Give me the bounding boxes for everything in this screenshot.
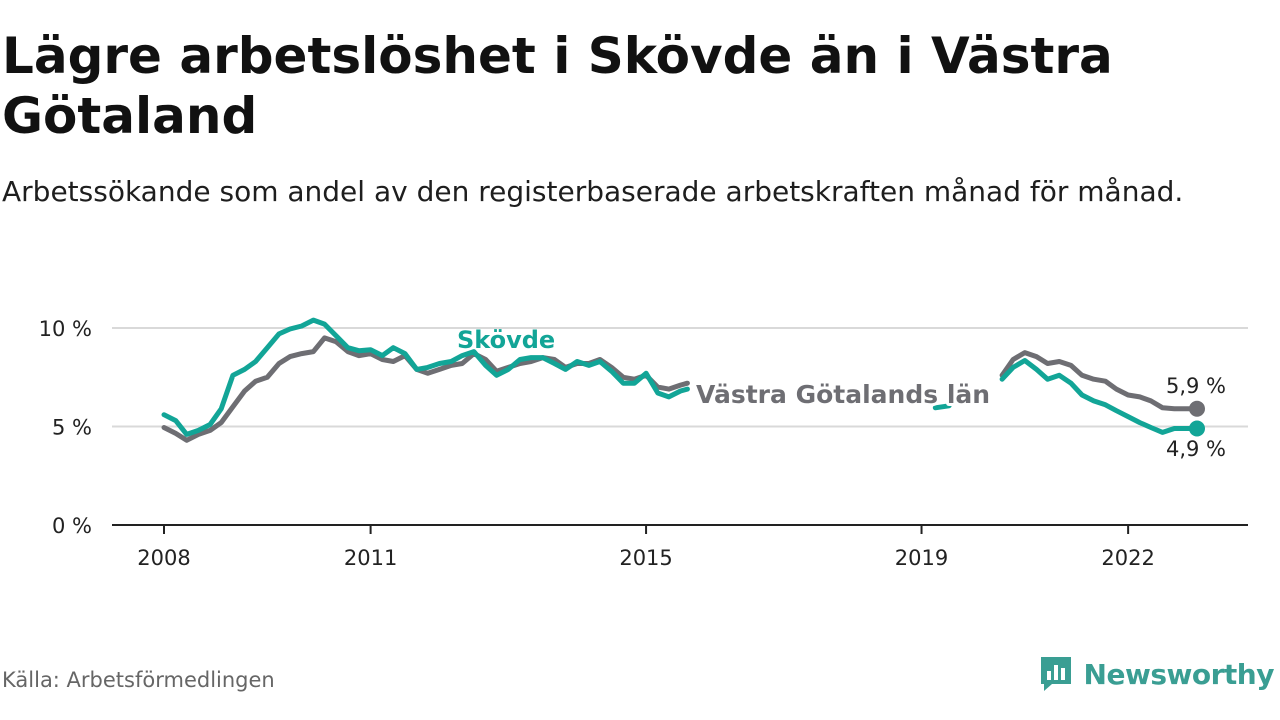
x-tick-label: 2015 [619, 546, 672, 570]
y-tick-label: 5 % [52, 416, 92, 440]
source-note: Källa: Arbetsförmedlingen [2, 668, 275, 692]
series-layer [161, 317, 1205, 443]
y-tick-label: 10 % [39, 317, 92, 341]
page-title: Lägre arbetslöshet i Skövde än i Västra … [2, 27, 1113, 145]
brand-logo[interactable]: Newsworthy [1038, 654, 1275, 694]
end-point-sk-vde [1189, 420, 1205, 437]
chart-subtitle: Arbetssökande som andel av den registerb… [2, 175, 1184, 208]
series-line-sk-vde [161, 317, 690, 437]
series-line-v-stra-g-talands-l-n [161, 335, 690, 443]
x-tick-label: 2011 [344, 546, 397, 570]
brand-name: Newsworthy [1083, 657, 1275, 691]
end-value-label-region: 5,9 % [1166, 374, 1226, 398]
series-line-sk-vde [932, 403, 952, 411]
y-axis-labels: 0 % 5 % 10 % [39, 317, 92, 538]
x-tick-label: 2022 [1101, 546, 1154, 570]
end-value-label-skovde: 4,9 % [1166, 437, 1226, 461]
series-line-v-stra-g-talands-l-n [999, 350, 1200, 412]
x-tick-label: 2019 [895, 546, 948, 570]
x-axis-ticks: 2008 2011 2015 2019 2022 [137, 525, 1155, 570]
grid-lines [112, 327, 1248, 428]
series-label-skovde: Skövde [457, 326, 555, 354]
y-tick-label: 0 % [52, 514, 92, 538]
end-point-v-stra-g-talands-l-n [1189, 400, 1205, 417]
line-chart: 2008 2011 2015 2019 2022 0 % 5 % 10 % Skövde V… [39, 317, 1248, 570]
x-tick-label: 2008 [137, 546, 190, 570]
series-annotations: Skövde Västra Götalands län 5,9 % 4,9 % [457, 326, 1226, 461]
series-line-sk-vde [999, 358, 1200, 435]
series-label-vastra-gotalands-lan: Västra Götalands län [696, 380, 990, 409]
newsworthy-logo-icon [1040, 657, 1071, 691]
